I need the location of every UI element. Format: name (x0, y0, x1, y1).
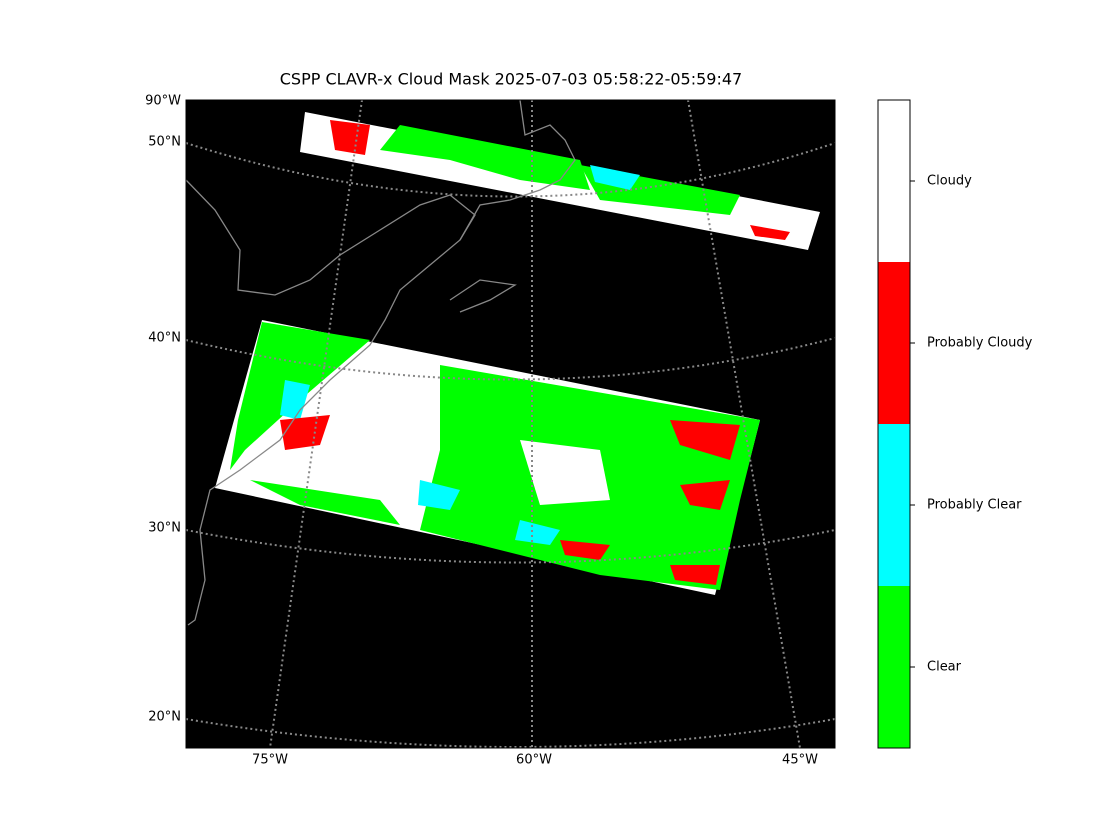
lon-label: 60°W (516, 753, 552, 768)
colorbar-label: Cloudy (927, 174, 972, 189)
colorbar-label: Probably Cloudy (927, 336, 1033, 351)
colorbar-segment (878, 100, 910, 262)
class-patch (515, 520, 560, 545)
class-patch (680, 480, 730, 510)
map-frame (185, 99, 836, 749)
class-patch (380, 125, 590, 190)
class-patch (250, 480, 400, 525)
parallel (185, 529, 836, 564)
class-patch (590, 165, 640, 190)
class-patch (750, 225, 790, 240)
lon-label: 75°W (252, 753, 288, 768)
map (185, 99, 836, 749)
lat-label: 50°N (148, 135, 181, 150)
parallel (185, 718, 836, 748)
class-patch (418, 480, 460, 510)
cloud-classes (230, 120, 790, 590)
colorbar-segment (878, 424, 910, 586)
colorbar-frame (877, 99, 911, 749)
class-patch (670, 420, 740, 460)
class-patch (520, 440, 610, 505)
colorbar-segment (878, 586, 910, 748)
lat-label: 30°N (148, 521, 181, 536)
colorbar: Clear Probably Clear Probably Cloudy Cloudy (877, 99, 1033, 749)
class-patch (560, 540, 610, 560)
class-patch (280, 380, 310, 420)
coastline (185, 179, 476, 626)
title: CSPP CLAVR-x Cloud Mask 2025-07-03 05:58… (280, 70, 742, 89)
colorbar-label: Probably Clear (927, 498, 1022, 513)
coastline (449, 99, 576, 313)
lat-label: 20°N (148, 710, 181, 725)
class-patch (670, 565, 720, 585)
colorbar-segment (878, 262, 910, 424)
class-patch (330, 120, 370, 155)
class-patch (280, 415, 330, 450)
meridian (269, 99, 363, 749)
colorbar-label: Clear (927, 660, 962, 675)
lat-label: 90°W (145, 94, 181, 109)
graticule-labels: 90°W 50°N 40°N 30°N 20°N 75°W 60°W 45°W (145, 94, 818, 768)
parallel (185, 337, 836, 381)
lon-label: 45°W (782, 753, 818, 768)
lat-label: 40°N (148, 331, 181, 346)
